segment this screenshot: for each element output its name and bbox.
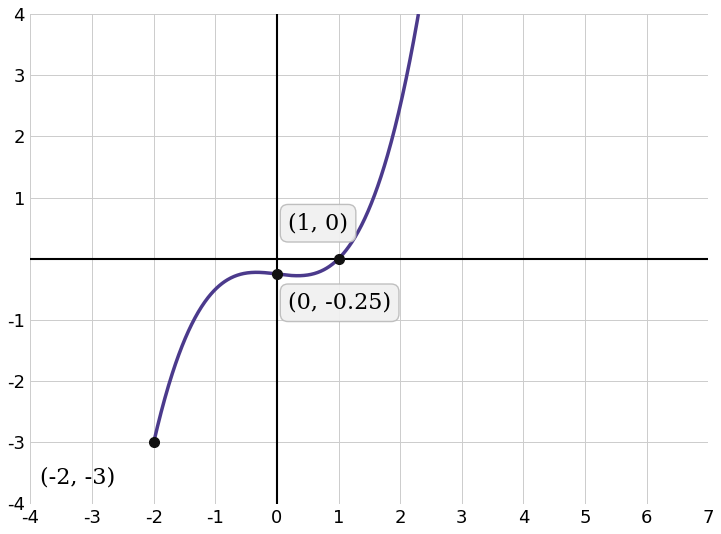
Text: (1, 0): (1, 0) <box>288 212 348 234</box>
Text: (-2, -3): (-2, -3) <box>40 467 115 489</box>
Text: (0, -0.25): (0, -0.25) <box>288 292 392 314</box>
